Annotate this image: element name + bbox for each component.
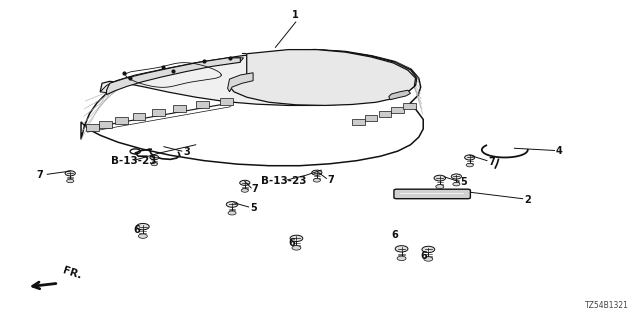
Polygon shape [196,101,209,108]
Circle shape [227,202,238,207]
Polygon shape [100,58,244,93]
Circle shape [451,174,461,179]
Polygon shape [106,58,241,95]
Circle shape [241,189,248,192]
Circle shape [312,170,322,175]
Circle shape [240,180,250,185]
Text: 4: 4 [556,146,563,156]
Text: 7: 7 [488,156,495,167]
Polygon shape [100,50,417,105]
Text: 6: 6 [392,229,398,240]
Circle shape [465,155,475,160]
Polygon shape [173,105,186,112]
Circle shape [138,234,147,238]
Text: 7: 7 [252,184,259,194]
Circle shape [422,246,435,252]
Polygon shape [352,119,365,125]
Text: B-13-23: B-13-23 [261,176,307,186]
Polygon shape [379,111,392,117]
Polygon shape [220,98,233,105]
Circle shape [151,163,157,166]
Polygon shape [132,113,145,120]
Circle shape [466,163,474,167]
Polygon shape [152,108,164,116]
Polygon shape [403,103,415,109]
Polygon shape [389,90,410,100]
Text: 7: 7 [328,175,334,185]
Text: TZ54B1321: TZ54B1321 [585,301,629,310]
Text: 5: 5 [250,203,257,212]
Text: 6: 6 [288,238,295,248]
Circle shape [67,179,74,183]
Circle shape [292,246,301,250]
Polygon shape [228,73,253,92]
Text: 7: 7 [36,170,44,180]
Circle shape [395,246,408,252]
Text: 1: 1 [292,11,299,20]
Polygon shape [115,117,127,124]
Circle shape [65,171,76,176]
Circle shape [290,235,303,242]
Polygon shape [86,124,99,132]
Circle shape [150,155,159,160]
Circle shape [436,185,444,189]
Text: 5: 5 [460,177,467,187]
Polygon shape [392,107,404,113]
Circle shape [452,182,460,186]
Circle shape [434,175,445,181]
Circle shape [228,211,236,215]
Polygon shape [230,50,415,105]
Circle shape [424,257,433,261]
Polygon shape [365,115,378,121]
FancyBboxPatch shape [394,189,470,199]
Text: B-13-23: B-13-23 [111,156,157,166]
Circle shape [397,256,406,260]
Text: 2: 2 [524,195,531,205]
Text: 3: 3 [183,147,189,157]
Circle shape [136,223,149,230]
Circle shape [313,179,321,182]
Text: FR.: FR. [62,265,83,281]
Text: 6: 6 [133,225,140,236]
Polygon shape [99,121,111,128]
Text: 6: 6 [420,251,428,261]
